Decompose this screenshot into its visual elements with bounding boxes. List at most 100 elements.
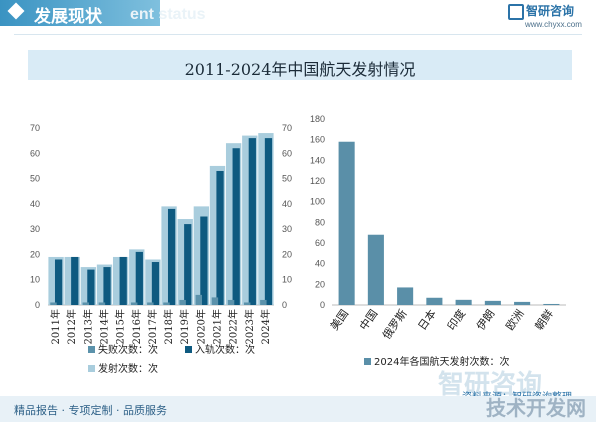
country-y-tick: 120 [310, 176, 325, 186]
year-label: 2019年 [178, 309, 191, 344]
country-bar [426, 297, 443, 305]
left-y-tick: 10 [30, 275, 40, 285]
left-y-tick: 60 [30, 148, 40, 158]
brand-watermark: 技术开发网 [486, 396, 586, 420]
country-y-tick: 160 [310, 135, 325, 145]
footer-text: 精品报告 · 专项定制 · 品质服务 [14, 404, 167, 417]
orbit-bar [151, 262, 160, 305]
legend-label: 2024年各国航天发射次数：次 [374, 355, 509, 368]
failed-bar [130, 302, 138, 305]
failed-bar [211, 297, 219, 305]
country-bar [367, 234, 384, 305]
year-label: 2011年 [49, 309, 62, 344]
orbit-bar [87, 269, 95, 305]
right-y-tick: 30 [282, 224, 292, 234]
right-y-tick: 20 [282, 249, 292, 259]
logo-icon [508, 4, 524, 20]
year-label: 2018年 [162, 309, 175, 344]
header-ghost-text: ent status [130, 6, 206, 23]
country-label: 日本 [415, 307, 439, 333]
failed-bar [227, 299, 235, 305]
legend-label: 发射次数：次 [98, 362, 158, 375]
country-label: 俄罗斯 [380, 307, 410, 341]
year-label: 2012年 [65, 309, 78, 344]
country-label: 印度 [444, 307, 468, 333]
watermark-text: 智研咨询 [438, 370, 543, 400]
orbit-bar [54, 259, 63, 305]
right-y-tick: 0 [282, 300, 287, 310]
year-label: 2021年 [211, 309, 224, 344]
footer: 精品报告 · 专项定制 · 品质服务 [0, 396, 596, 422]
orbit-bar [200, 216, 208, 305]
orbit-bar [167, 208, 176, 305]
country-bar [455, 299, 472, 305]
header: ent status 发展现状 智研咨询 www.chyxx.com [0, 0, 596, 35]
orbit-bar [135, 251, 143, 305]
chart-title: 2011-2024年中国航天发射情况 [184, 60, 416, 79]
year-label: 2024年 [259, 309, 272, 344]
failed-bar [98, 302, 106, 305]
failed-bar [195, 294, 203, 305]
country-y-tick: 100 [310, 197, 325, 207]
year-label: 2016年 [130, 309, 143, 344]
right-y-tick: 70 [282, 123, 292, 133]
legend-swatch [88, 365, 95, 372]
left-y-tick: 70 [30, 123, 40, 133]
country-y-tick: 60 [315, 238, 325, 248]
failed-bar [50, 302, 57, 305]
country-label: 中国 [357, 307, 380, 332]
orbit-bar [264, 138, 273, 305]
right-y-tick: 50 [282, 174, 292, 184]
country-label: 美国 [328, 307, 351, 332]
orbit-bar [119, 256, 127, 305]
legend-label: 入轨次数：次 [195, 343, 255, 356]
legend-swatch [88, 346, 95, 353]
year-label: 2023年 [243, 309, 256, 344]
country-bar [514, 301, 531, 305]
left-y-tick: 40 [30, 199, 40, 209]
section-title: 发展现状 [34, 7, 102, 27]
header-banner [0, 0, 160, 26]
country-y-tick: 180 [310, 114, 325, 124]
legend-swatch [185, 346, 192, 353]
orbit-bar [103, 267, 111, 305]
year-label: 2017年 [146, 309, 159, 344]
left-y-tick: 30 [30, 224, 40, 234]
country-y-tick: 20 [315, 279, 325, 289]
year-label: 2013年 [81, 309, 94, 344]
legend-label: 失败次数：次 [98, 343, 158, 356]
failed-bar [147, 302, 154, 305]
failed-bar [82, 302, 90, 305]
failed-bar [260, 299, 267, 305]
year-label: 2015年 [114, 309, 127, 344]
orbit-bar [248, 138, 256, 305]
left-y-tick: 20 [30, 249, 40, 259]
header-divider [14, 34, 582, 35]
country-y-tick: 0 [320, 300, 325, 310]
country-bar [338, 141, 355, 305]
failed-bar [163, 302, 170, 305]
failed-bar [179, 299, 186, 305]
country-label: 朝鲜 [532, 307, 556, 333]
left-y-tick: 0 [35, 300, 40, 310]
country-bar [397, 287, 414, 305]
orbit-bar [71, 256, 79, 305]
country-y-tick: 80 [315, 217, 325, 227]
country-label: 欧洲 [503, 307, 526, 332]
orbit-bar [216, 170, 224, 305]
logo-name: 智研咨询 [526, 4, 575, 18]
country-y-tick: 140 [310, 155, 325, 165]
country-label: 伊朗 [474, 307, 497, 332]
right-y-tick: 10 [282, 275, 292, 285]
orbit-bar [184, 224, 192, 305]
left-y-tick: 50 [30, 174, 40, 184]
failed-bar [243, 302, 251, 305]
country-bar [484, 300, 501, 305]
year-label: 2022年 [227, 309, 240, 344]
legend-swatch [364, 358, 371, 365]
country-bar [543, 303, 560, 305]
right-y-tick: 60 [282, 148, 292, 158]
right-y-tick: 40 [282, 199, 292, 209]
orbit-bar [232, 148, 240, 305]
